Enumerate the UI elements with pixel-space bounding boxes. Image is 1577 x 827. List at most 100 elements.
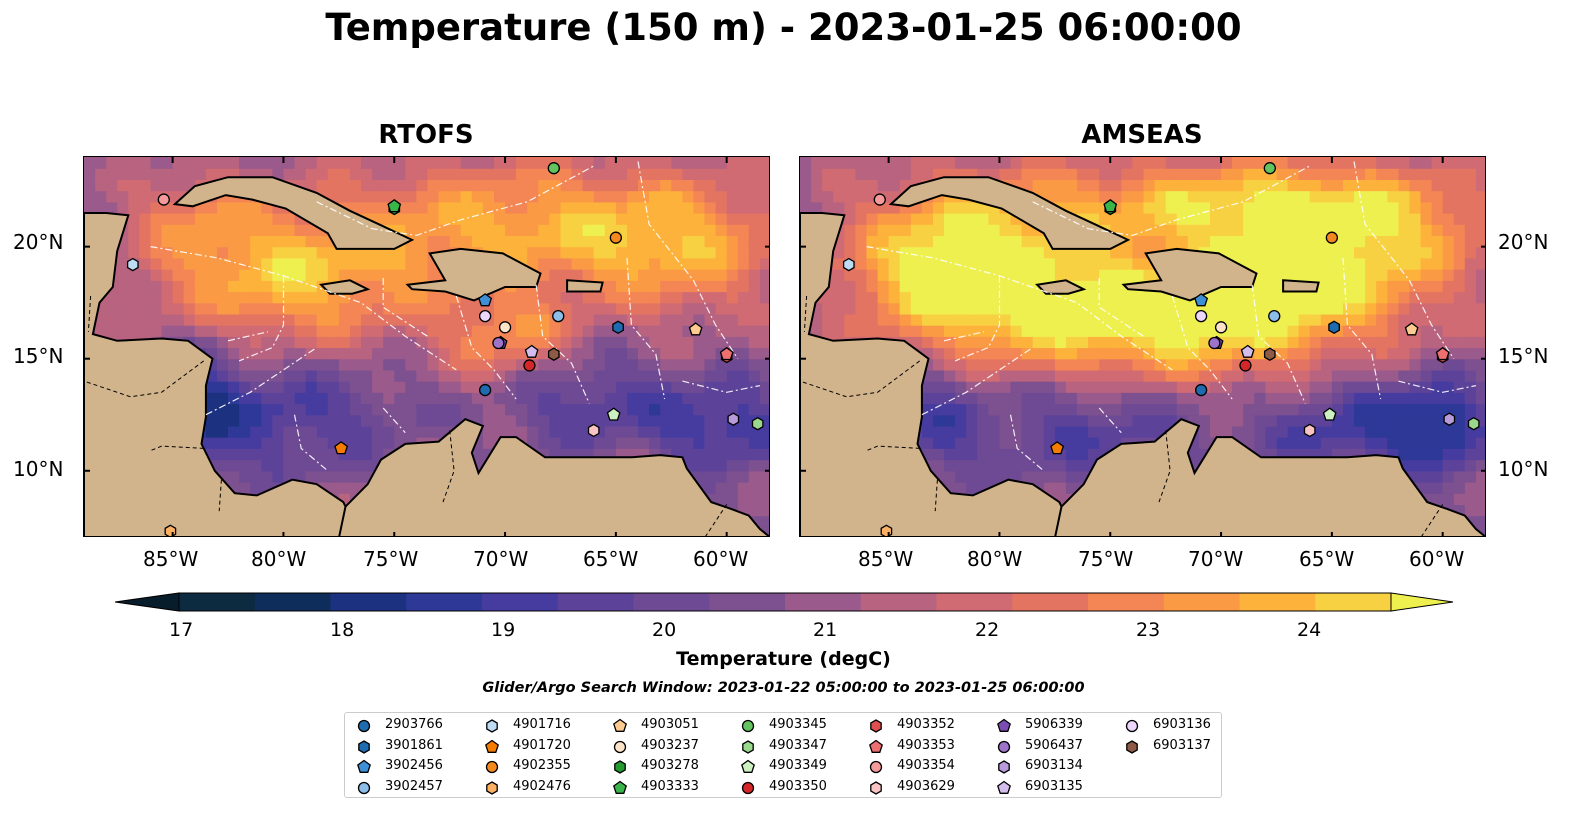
float-marker-4902355 xyxy=(609,231,623,244)
colorbar-bin xyxy=(936,593,1013,611)
search-window-caption: Glider/Argo Search Window: 2023-01-22 05… xyxy=(482,680,1085,696)
hexagon-marker-icon xyxy=(870,719,882,733)
legend-item-label: 4902355 xyxy=(513,758,571,773)
hexagon-marker-icon xyxy=(870,781,882,795)
legend-item-label: 6903135 xyxy=(1025,779,1083,794)
float-marker-4901720 xyxy=(334,441,349,455)
colorbar-extend-high xyxy=(1390,592,1454,612)
float-marker-4903350 xyxy=(1239,359,1252,372)
pentagon-marker-icon xyxy=(869,739,883,753)
pentagon-marker-icon xyxy=(613,718,627,732)
map-panel-amseas xyxy=(799,156,1486,537)
observation-markers xyxy=(842,162,1480,536)
legend-item-label: 4903629 xyxy=(897,779,955,794)
hexagon-marker-icon xyxy=(486,719,498,733)
float-marker-2903766 xyxy=(478,383,492,397)
y-tick-label: 15°N xyxy=(1498,344,1549,368)
hexagon-marker-icon xyxy=(614,760,626,774)
colorbar-tick-label: 18 xyxy=(330,619,355,641)
colorbar-bin xyxy=(254,593,332,611)
axis-ticks xyxy=(800,157,1485,536)
colorbar-bin xyxy=(557,593,635,611)
y-tick-label: 15°N xyxy=(13,344,64,368)
x-tick-label: 85°W xyxy=(858,547,914,571)
colorbar-bin xyxy=(785,593,862,611)
colorbar-tick-label: 17 xyxy=(169,619,194,641)
legend-item-label: 4903345 xyxy=(769,717,827,732)
legend-item-label: 4903349 xyxy=(769,758,827,773)
float-marker-3901861 xyxy=(612,320,624,335)
pentagon-marker-icon xyxy=(741,759,755,773)
x-tick-label: 85°W xyxy=(143,547,199,571)
colorbar-bin xyxy=(633,593,710,611)
circle-marker-icon xyxy=(741,719,755,733)
float-marker-5906437 xyxy=(492,336,505,350)
legend: 2903766 3901861 3902456 3902457 4901716 49017… xyxy=(344,712,1222,798)
land-masses xyxy=(84,176,769,536)
float-marker-4903354 xyxy=(157,193,170,206)
panel-title-amseas: AMSEAS xyxy=(1081,120,1203,150)
colorbar-extend-low xyxy=(115,592,180,612)
x-tick-label: 65°W xyxy=(583,547,639,571)
float-marker-3902457 xyxy=(552,309,565,323)
float-marker-6903136 xyxy=(1194,309,1208,323)
legend-item-label: 4902476 xyxy=(513,779,571,794)
float-marker-4903354 xyxy=(873,193,886,206)
colorbar-bin xyxy=(179,593,256,611)
legend-item-label: 4903237 xyxy=(641,738,699,753)
x-tick-label: 60°W xyxy=(1409,547,1465,571)
colorbar-bin xyxy=(860,593,938,611)
y-tick-label: 10°N xyxy=(1498,457,1549,481)
float-marker-4903333 xyxy=(387,198,402,213)
float-marker-4903345 xyxy=(547,162,560,175)
colorbar-bin xyxy=(1088,593,1165,611)
pentagon-marker-icon xyxy=(997,718,1011,732)
legend-item-label: 4903350 xyxy=(769,779,827,794)
float-marker-4903237 xyxy=(1214,321,1228,334)
float-marker-4903349 xyxy=(606,407,621,421)
x-tick-label: 80°W xyxy=(967,547,1023,571)
circle-marker-icon xyxy=(485,760,499,774)
hexagon-marker-icon xyxy=(998,760,1010,774)
float-marker-4901716 xyxy=(126,257,139,272)
float-marker-6903135 xyxy=(1240,344,1255,358)
float-marker-4902476 xyxy=(880,524,893,536)
colorbar-bin xyxy=(406,593,483,611)
hexagon-marker-icon xyxy=(742,740,754,754)
circle-marker-icon xyxy=(869,760,883,774)
float-marker-4903629 xyxy=(1303,423,1316,438)
float-marker-4903347 xyxy=(1467,416,1480,431)
x-tick-label: 70°W xyxy=(473,547,529,571)
float-marker-4903350 xyxy=(523,359,536,372)
legend-item-label: 4903347 xyxy=(769,738,827,753)
x-tick-label: 70°W xyxy=(1188,547,1244,571)
legend-item-label: 4901716 xyxy=(513,717,571,732)
amseas-map-svg xyxy=(800,157,1485,536)
float-marker-4903349 xyxy=(1322,407,1337,421)
y-tick-label: 20°N xyxy=(13,230,64,254)
colorbar-tick-label: 20 xyxy=(652,619,677,641)
float-marker-4903051 xyxy=(1404,322,1419,336)
float-marker-4903353 xyxy=(719,346,734,361)
country-borders xyxy=(84,295,728,536)
float-marker-6903137 xyxy=(1263,347,1276,361)
axis-ticks xyxy=(84,157,769,536)
colorbar-tick-label: 22 xyxy=(975,619,1000,641)
float-marker-2903766 xyxy=(1194,383,1208,397)
legend-item-label: 5906437 xyxy=(1025,738,1083,753)
legend-item-label: 3902456 xyxy=(385,758,443,773)
figure-title: Temperature (150 m) - 2023-01-25 06:00:0… xyxy=(325,6,1242,49)
legend-item-label: 2903766 xyxy=(385,717,443,732)
circle-marker-icon xyxy=(357,781,371,795)
float-marker-6903136 xyxy=(478,309,492,323)
float-marker-4903347 xyxy=(751,416,764,431)
pentagon-marker-icon xyxy=(997,780,1011,794)
legend-item-label: 6903134 xyxy=(1025,758,1083,773)
hexagon-marker-icon xyxy=(1126,740,1138,754)
colorbar-bin xyxy=(330,593,407,611)
legend-item-label: 4903333 xyxy=(641,779,699,794)
circle-marker-icon xyxy=(1125,719,1139,733)
float-marker-4903629 xyxy=(587,423,600,438)
x-tick-label: 80°W xyxy=(251,547,307,571)
legend-item-label: 4903354 xyxy=(897,758,955,773)
